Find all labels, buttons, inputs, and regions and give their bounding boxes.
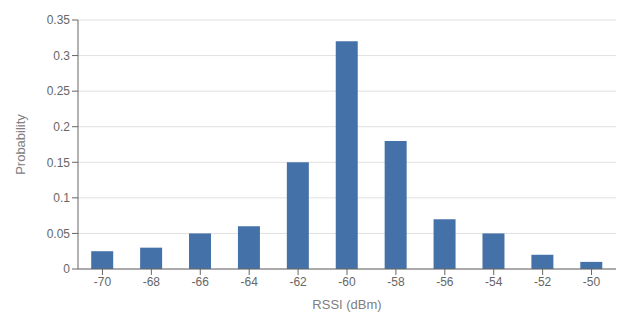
svg-text:0.35: 0.35 bbox=[47, 13, 71, 27]
svg-text:-50: -50 bbox=[583, 275, 601, 289]
svg-text:-56: -56 bbox=[436, 275, 454, 289]
svg-text:-70: -70 bbox=[94, 275, 112, 289]
svg-text:0.25: 0.25 bbox=[47, 84, 71, 98]
svg-text:Probability: Probability bbox=[13, 114, 28, 175]
svg-text:0: 0 bbox=[63, 262, 70, 276]
svg-text:-58: -58 bbox=[387, 275, 405, 289]
svg-text:-66: -66 bbox=[192, 275, 210, 289]
svg-text:-54: -54 bbox=[485, 275, 503, 289]
svg-text:0.2: 0.2 bbox=[53, 120, 70, 134]
svg-text:0.05: 0.05 bbox=[47, 227, 71, 241]
svg-text:0.15: 0.15 bbox=[47, 156, 71, 170]
svg-text:-64: -64 bbox=[241, 275, 259, 289]
svg-text:0.3: 0.3 bbox=[53, 49, 70, 63]
svg-text:-60: -60 bbox=[338, 275, 356, 289]
svg-text:RSSI (dBm): RSSI (dBm) bbox=[312, 297, 381, 312]
svg-text:-62: -62 bbox=[289, 275, 307, 289]
svg-text:0.1: 0.1 bbox=[53, 191, 70, 205]
svg-text:-52: -52 bbox=[534, 275, 552, 289]
svg-text:-68: -68 bbox=[143, 275, 161, 289]
